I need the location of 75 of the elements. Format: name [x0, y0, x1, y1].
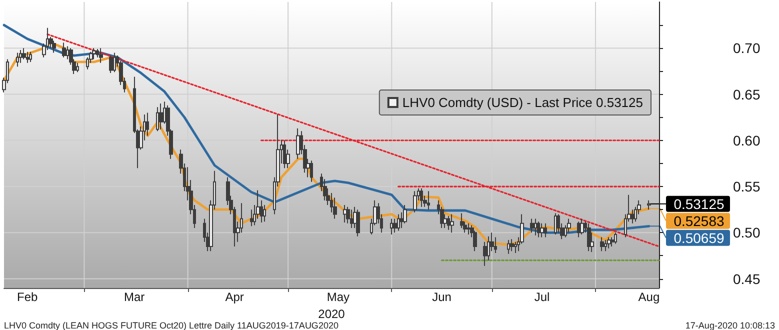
- candlestick: [346, 206, 350, 224]
- candlestick: [610, 236, 614, 247]
- candlestick: [296, 128, 300, 160]
- candlestick: [567, 218, 571, 234]
- candlestick: [113, 52, 116, 73]
- y-tick-label: 0.45: [733, 270, 760, 287]
- candlestick: [460, 212, 464, 229]
- candlestick: [310, 160, 313, 182]
- candlestick: [647, 200, 651, 210]
- y-tick-label: 0.55: [733, 178, 760, 195]
- candlestick: [356, 209, 360, 237]
- candlestick: [350, 209, 353, 229]
- candlestick: [62, 42, 66, 58]
- candlestick: [580, 218, 584, 235]
- candlestick: [467, 222, 470, 235]
- candlestick: [514, 241, 517, 254]
- candlestick: [146, 112, 149, 136]
- candlestick: [587, 222, 591, 252]
- candlestick: [614, 232, 617, 244]
- candlestick: [52, 40, 56, 54]
- candlestick: [507, 240, 510, 254]
- candlestick: [393, 218, 397, 234]
- candlestick: [397, 214, 400, 232]
- candlestick: [530, 218, 534, 234]
- candlestick: [447, 216, 450, 230]
- y-tick-label: 0.50: [733, 224, 760, 241]
- candlestick: [343, 204, 347, 223]
- x-tick-label: Mar: [124, 290, 145, 304]
- candlestick: [427, 190, 430, 210]
- candlestick: [554, 212, 557, 235]
- candlestick: [283, 140, 286, 169]
- candlestick: [607, 236, 611, 249]
- candlestick: [250, 209, 253, 227]
- candlestick: [22, 48, 26, 60]
- candlestick: [76, 62, 79, 73]
- x-tick-label: May: [326, 290, 350, 304]
- candlestick: [26, 51, 29, 64]
- candlestick: [263, 204, 266, 222]
- candlestick: [604, 240, 607, 252]
- candlestick: [16, 52, 19, 68]
- annotation: 0.50659: [674, 230, 725, 246]
- candlestick: [109, 55, 113, 74]
- candlestick: [403, 204, 407, 224]
- x-tick-label: Aug: [638, 290, 660, 304]
- candlestick: [390, 218, 393, 235]
- candlestick: [413, 190, 417, 213]
- candlestick: [450, 214, 454, 234]
- x-tick-label: Apr: [225, 290, 244, 304]
- candlestick: [510, 238, 514, 252]
- candlestick: [159, 102, 163, 130]
- x-axis-title: 2020: [318, 306, 346, 321]
- candlestick: [99, 48, 103, 64]
- annotation: 0.53125: [674, 196, 725, 212]
- candlestick: [333, 197, 337, 220]
- candlestick: [494, 236, 497, 254]
- x-tick-label: Feb: [17, 290, 38, 304]
- candlestick: [544, 222, 547, 238]
- y-tick-label: 0.65: [733, 86, 760, 102]
- candlestick: [156, 106, 159, 132]
- candlestick: [537, 221, 540, 238]
- candlestick: [92, 48, 96, 60]
- candlestick: [29, 51, 32, 62]
- candlestick: [19, 49, 22, 64]
- legend-label: LHV0 Comdty (USD) - Last Price 0.53125: [402, 95, 644, 110]
- candlestick: [420, 188, 423, 208]
- x-tick-label: Jul: [534, 290, 550, 304]
- text: LHV0 Comdty (LEAN HOGS FUTURE Oct20) Lettre Daily 11AUG2019-17AUG2020: [4, 320, 338, 330]
- x-tick-label: Jun: [432, 290, 452, 304]
- annotation: 0.52583: [674, 212, 725, 229]
- candlestick: [600, 236, 604, 252]
- text: 17-Aug-2020 10:08:13: [685, 320, 776, 330]
- y-tick-label: 0.60: [733, 132, 760, 148]
- candlestick: [534, 218, 537, 236]
- candlestick: [540, 222, 544, 238]
- y-tick-label: 0.70: [733, 40, 760, 56]
